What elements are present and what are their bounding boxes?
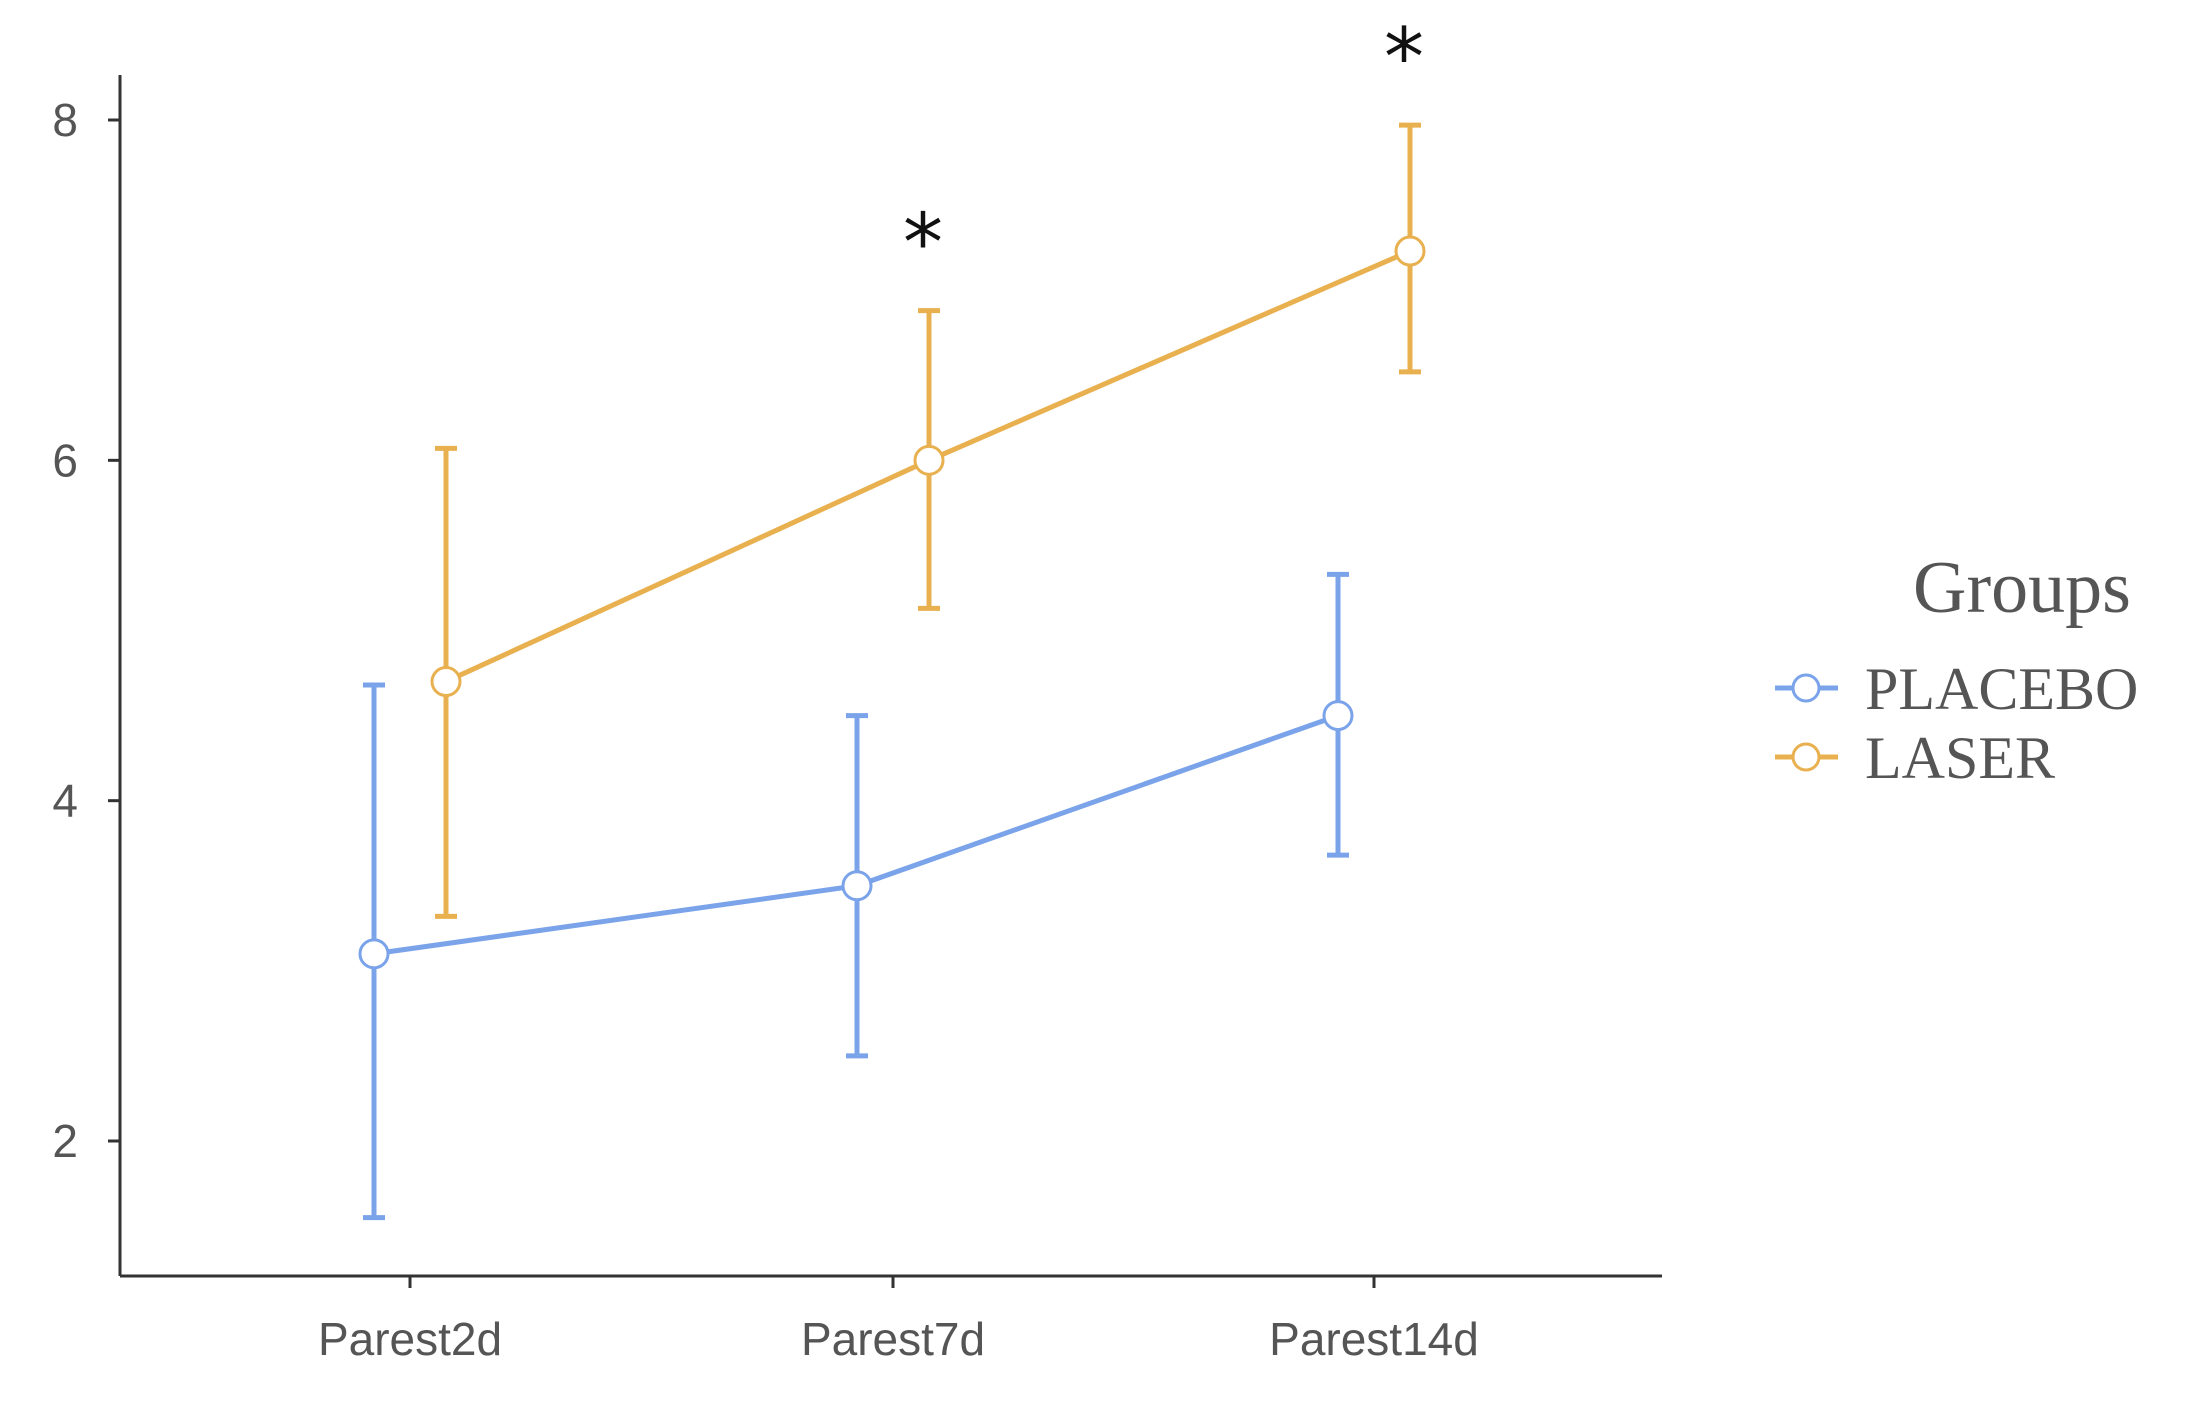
data-point [841,870,873,902]
significance-marker: * [1384,11,1424,104]
data-point [1394,235,1426,267]
legend-marker [1791,742,1821,772]
y-tick-label: 6 [52,434,78,486]
series-laser [430,122,1426,919]
legend-label: PLACEBO [1865,656,2138,722]
axes [118,75,1662,1278]
y-tick-label: 2 [52,1115,78,1167]
data-point [358,938,390,970]
significance-marker: * [903,197,943,290]
data-point [430,666,462,698]
legend-title: Groups [1913,547,2131,629]
data-point [913,444,945,476]
data-point [1322,700,1354,732]
legend-label: LASER [1865,725,2055,791]
y-ticks: 2 4 6 8 [52,94,120,1167]
x-tick-label: Parest7d [801,1313,985,1365]
y-tick-label: 8 [52,94,78,146]
x-tick-label: Parest14d [1269,1313,1479,1365]
series-layer [358,122,1426,1221]
annotation-layer: ** [903,11,1424,289]
legend-item-laser: LASER [1775,725,2055,791]
x-ticks: Parest2d Parest7d Parest14d [318,1276,1479,1365]
legend-item-placebo: PLACEBO [1775,656,2138,722]
x-tick-label: Parest2d [318,1313,502,1365]
legend-marker [1791,673,1821,703]
series-placebo [358,571,1354,1221]
y-tick-label: 4 [52,775,78,827]
